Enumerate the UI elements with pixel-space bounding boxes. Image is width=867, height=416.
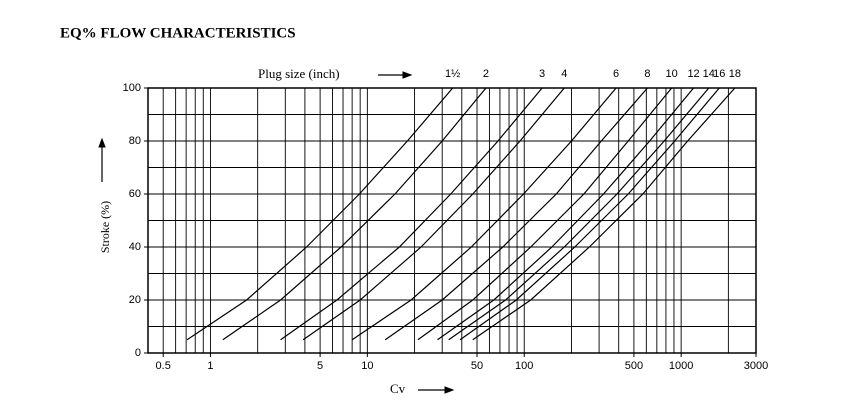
y-tick-label: 20 [129,294,141,306]
series-label: 16 [713,68,725,80]
y-axis-label: Stroke (%) [98,201,112,253]
annotation-arrow [378,71,413,79]
series-line [351,87,617,341]
x-tick-label: 500 [625,360,643,372]
x-tick-label: 5 [317,360,323,372]
series-line [437,87,695,341]
y-tick-label: 0 [135,347,141,359]
series-label: 3 [539,68,545,80]
x-axis-label: Cv [390,381,406,396]
y-label-arrow [98,137,106,182]
series-label: 4 [561,68,567,80]
chart-title: EQ% FLOW CHARACTERISTICS [60,25,296,41]
series-line [459,87,720,341]
series-label: 12 [687,68,699,80]
series-label: 2 [483,68,489,80]
x-tick-label: 1000 [669,360,693,372]
annotation: Plug size (inch) [258,66,340,81]
x-tick-label: 3000 [744,360,768,372]
y-tick-label: 100 [123,82,141,94]
series-label: 8 [644,68,650,80]
series-line [186,87,454,341]
series-line [472,87,736,341]
series-label: 6 [613,68,619,80]
series-label: 10 [666,68,678,80]
series-line [302,87,565,341]
x-tick-label: 1 [207,360,213,372]
y-tick-label: 80 [129,135,141,147]
series-label: 18 [729,68,741,80]
series-label: 14 [703,68,715,80]
x-tick-label: 50 [471,360,483,372]
series-line [417,87,673,341]
series-line [280,87,543,341]
x-tick-label: 10 [361,360,373,372]
y-tick-label: 40 [129,241,141,253]
y-tick-label: 60 [129,188,141,200]
series-line [448,87,710,341]
series-label: 1½ [445,68,460,80]
x-label-arrow [418,386,455,394]
x-tick-label: 0.5 [156,360,171,372]
x-tick-label: 100 [515,360,533,372]
series-line [222,87,487,341]
series-line [384,87,648,341]
